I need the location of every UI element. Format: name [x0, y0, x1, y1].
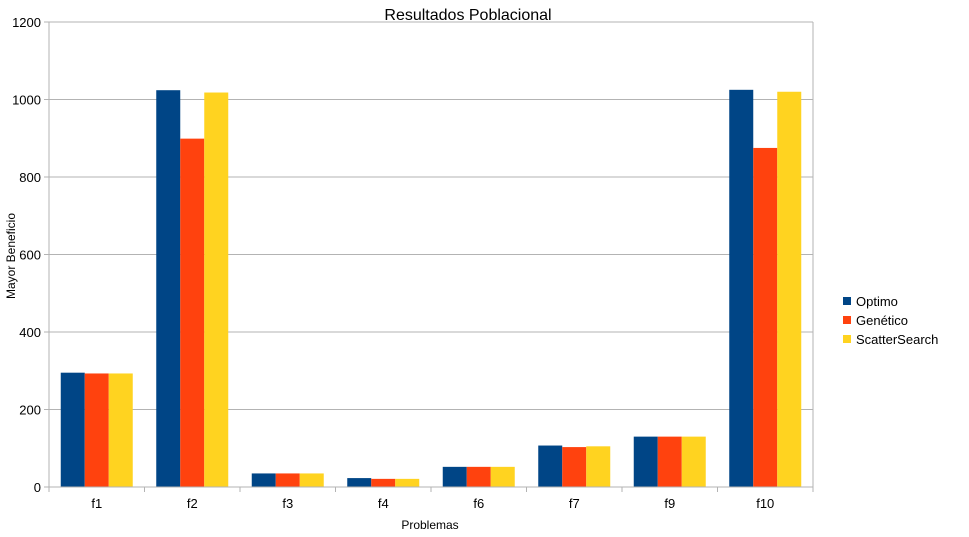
x-tick-label: f3: [282, 496, 293, 511]
bars: [60, 89, 802, 488]
bar-optimo-f6: [442, 466, 467, 487]
y-tick-label: 600: [19, 248, 41, 263]
bar-scattersearch-f7: [586, 446, 611, 487]
axes: 0 200 400 600 800 1000 1200 f1 f2 f3 f4 f6 f7 f9 f10: [12, 15, 814, 511]
bar-optimo-f4: [347, 478, 372, 487]
bar-gen-tico-f10: [753, 147, 778, 487]
y-tick-label: 200: [19, 403, 41, 418]
bar-scattersearch-f2: [204, 92, 229, 488]
bar-gen-tico-f1: [84, 373, 109, 487]
bar-scattersearch-f3: [299, 473, 324, 487]
legend: Optimo Genético ScatterSearch: [843, 294, 938, 347]
chart-title: Resultados Poblacional: [384, 7, 551, 24]
x-tick-label: f6: [473, 496, 484, 511]
x-axis-title: Problemas: [401, 518, 458, 532]
bar-optimo-f3: [251, 473, 276, 487]
x-tick-label: f4: [378, 496, 389, 511]
legend-label: ScatterSearch: [856, 332, 938, 347]
bar-optimo-f10: [729, 89, 754, 487]
x-tick-label: f1: [91, 496, 102, 511]
bar-gen-tico-f6: [466, 466, 491, 487]
bar-scattersearch-f4: [395, 478, 420, 487]
bar-gen-tico-f7: [562, 447, 587, 487]
bar-scattersearch-f9: [681, 436, 706, 487]
bar-optimo-f7: [538, 445, 563, 487]
legend-label: Genético: [856, 313, 908, 328]
y-tick-label: 0: [34, 480, 41, 495]
bar-optimo-f9: [633, 436, 658, 487]
x-tick-label: f2: [187, 496, 198, 511]
bar-gen-tico-f2: [180, 138, 205, 487]
y-tick-label: 800: [19, 170, 41, 185]
x-tick-label: f7: [569, 496, 580, 511]
y-tick-label: 1000: [12, 93, 41, 108]
y-tick-label: 400: [19, 325, 41, 340]
bar-scattersearch-f6: [490, 466, 515, 487]
bar-scattersearch-f10: [777, 91, 802, 487]
bar-gen-tico-f4: [371, 478, 396, 487]
y-tick-label: 1200: [12, 15, 41, 30]
bar-gen-tico-f3: [275, 473, 300, 487]
legend-label: Optimo: [856, 294, 898, 309]
x-tick-label: f9: [664, 496, 675, 511]
bar-gen-tico-f9: [657, 436, 682, 487]
bar-optimo-f2: [156, 90, 181, 487]
y-axis-title: Mayor Beneficio: [4, 213, 18, 299]
bar-scattersearch-f1: [108, 373, 133, 487]
x-tick-label: f10: [756, 496, 774, 511]
bar-optimo-f1: [60, 372, 85, 487]
legend-swatch: [843, 316, 851, 324]
legend-swatch: [843, 335, 851, 343]
legend-swatch: [843, 297, 851, 305]
